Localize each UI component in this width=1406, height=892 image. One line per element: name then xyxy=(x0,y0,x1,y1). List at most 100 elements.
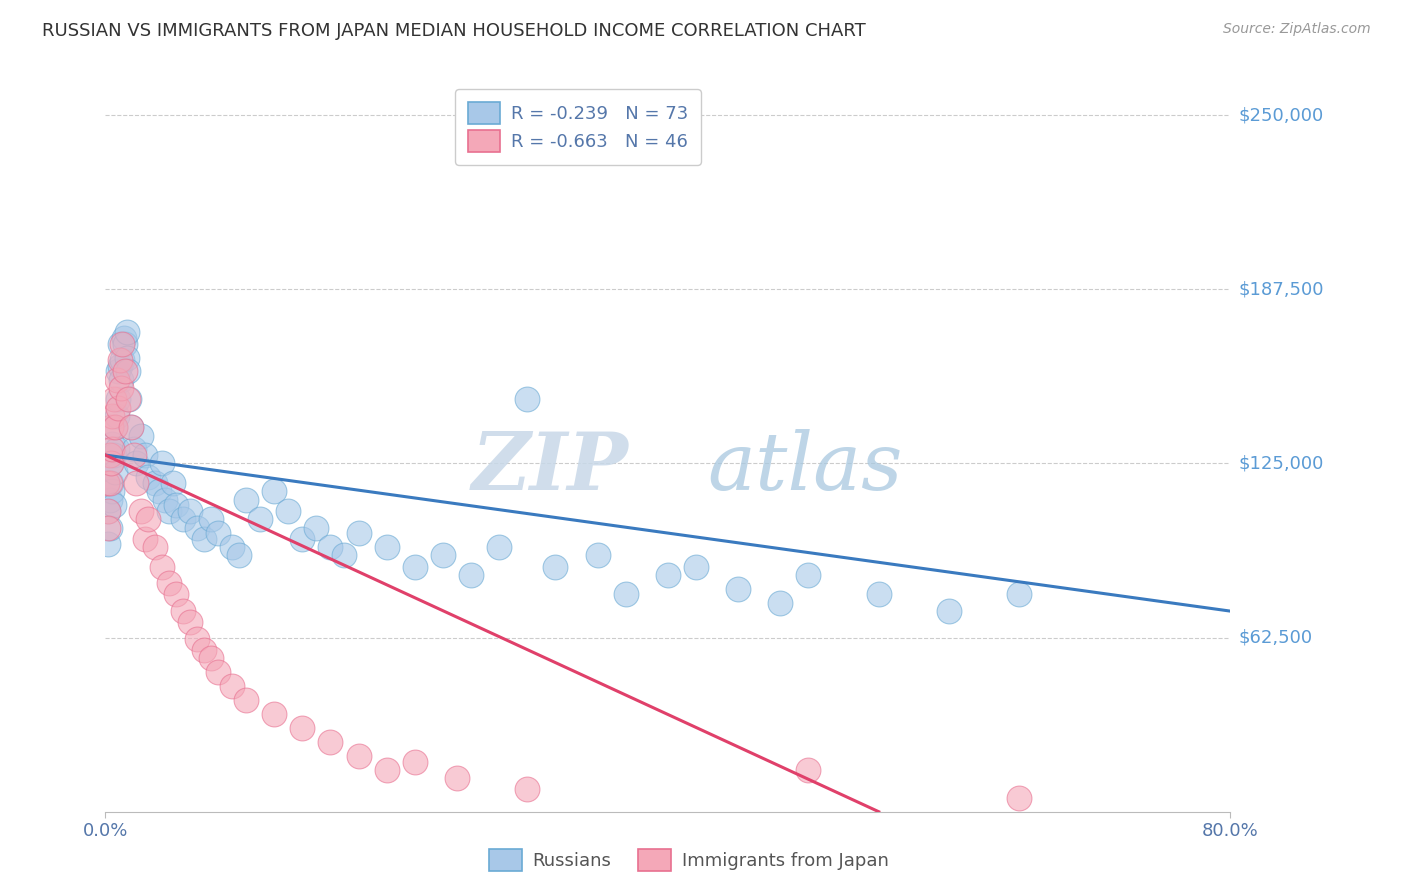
Text: $125,000: $125,000 xyxy=(1239,454,1324,473)
Point xyxy=(193,532,215,546)
Point xyxy=(200,512,222,526)
Point xyxy=(104,465,127,479)
Point xyxy=(136,470,159,484)
Point xyxy=(117,364,139,378)
Point xyxy=(125,475,148,490)
Point xyxy=(122,448,145,462)
Point xyxy=(125,457,148,471)
Point xyxy=(98,475,121,490)
Point xyxy=(97,504,120,518)
Point xyxy=(172,604,194,618)
Point xyxy=(488,540,510,554)
Point xyxy=(98,520,121,534)
Point xyxy=(112,331,135,345)
Point xyxy=(129,504,152,518)
Point xyxy=(221,540,243,554)
Point xyxy=(115,326,138,340)
Point xyxy=(769,596,792,610)
Point xyxy=(114,336,136,351)
Point xyxy=(614,587,637,601)
Point xyxy=(797,567,820,582)
Point xyxy=(101,437,124,451)
Point xyxy=(115,351,138,365)
Text: ZIP: ZIP xyxy=(471,429,628,507)
Point xyxy=(104,420,127,434)
Point xyxy=(207,526,229,541)
Text: $187,500: $187,500 xyxy=(1239,280,1324,298)
Point xyxy=(1008,587,1031,601)
Point xyxy=(111,353,134,368)
Point xyxy=(432,549,454,563)
Point xyxy=(221,679,243,693)
Point xyxy=(200,651,222,665)
Point xyxy=(1008,790,1031,805)
Point xyxy=(108,359,131,373)
Point xyxy=(375,540,398,554)
Point xyxy=(107,364,129,378)
Text: Source: ZipAtlas.com: Source: ZipAtlas.com xyxy=(1223,22,1371,37)
Point xyxy=(347,749,370,764)
Point xyxy=(129,428,152,442)
Text: RUSSIAN VS IMMIGRANTS FROM JAPAN MEDIAN HOUSEHOLD INCOME CORRELATION CHART: RUSSIAN VS IMMIGRANTS FROM JAPAN MEDIAN … xyxy=(42,22,866,40)
Legend: Russians, Immigrants from Japan: Russians, Immigrants from Japan xyxy=(482,842,896,879)
Point xyxy=(263,707,285,722)
Point xyxy=(938,604,960,618)
Point xyxy=(249,512,271,526)
Point xyxy=(727,582,749,596)
Point xyxy=(96,475,118,490)
Point xyxy=(172,512,194,526)
Point xyxy=(103,498,125,512)
Point xyxy=(101,442,124,457)
Text: atlas: atlas xyxy=(707,429,903,507)
Point xyxy=(101,409,124,423)
Point xyxy=(114,364,136,378)
Point xyxy=(103,392,125,407)
Point xyxy=(117,392,139,407)
Point xyxy=(107,392,129,407)
Point xyxy=(207,665,229,680)
Point xyxy=(134,532,156,546)
Point xyxy=(235,492,257,507)
Point xyxy=(111,336,134,351)
Text: $62,500: $62,500 xyxy=(1239,629,1313,647)
Point xyxy=(143,475,166,490)
Point xyxy=(104,420,127,434)
Point xyxy=(165,498,187,512)
Point xyxy=(136,512,159,526)
Point xyxy=(98,492,121,507)
Point xyxy=(143,540,166,554)
Point xyxy=(162,475,184,490)
Point xyxy=(685,559,707,574)
Point xyxy=(347,526,370,541)
Point xyxy=(150,457,173,471)
Point xyxy=(108,336,131,351)
Point xyxy=(446,772,468,786)
Point xyxy=(105,442,128,457)
Point xyxy=(179,504,201,518)
Point xyxy=(103,448,125,462)
Point xyxy=(235,693,257,707)
Point xyxy=(100,475,122,490)
Point xyxy=(157,576,180,591)
Point xyxy=(134,448,156,462)
Point xyxy=(186,520,208,534)
Point xyxy=(291,532,314,546)
Point xyxy=(100,457,122,471)
Point xyxy=(228,549,250,563)
Point xyxy=(157,504,180,518)
Point xyxy=(657,567,679,582)
Point xyxy=(179,615,201,630)
Point xyxy=(100,457,122,471)
Point xyxy=(277,504,299,518)
Point xyxy=(305,520,328,534)
Point xyxy=(544,559,567,574)
Point xyxy=(291,721,314,735)
Point xyxy=(110,381,132,395)
Text: $250,000: $250,000 xyxy=(1239,106,1324,124)
Point xyxy=(193,643,215,657)
Point xyxy=(118,392,141,407)
Point xyxy=(150,559,173,574)
Point xyxy=(333,549,356,563)
Point xyxy=(263,484,285,499)
Point xyxy=(153,492,176,507)
